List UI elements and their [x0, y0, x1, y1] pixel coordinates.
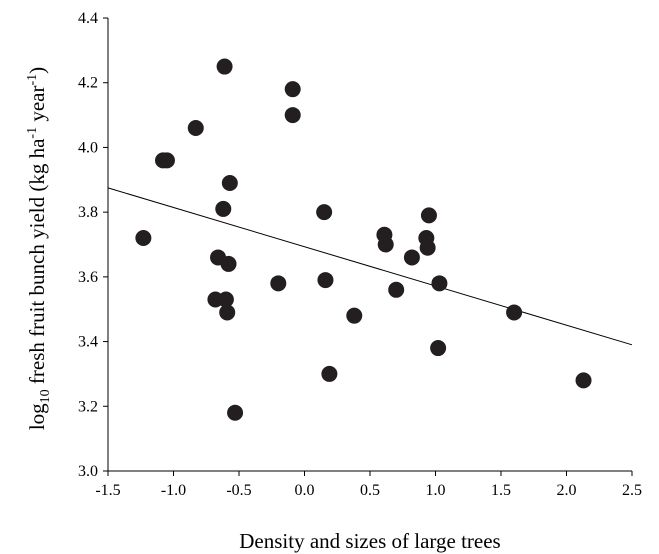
y-tick-label: 3.8	[78, 204, 98, 221]
x-tick-label: -1.0	[161, 482, 186, 499]
data-point	[221, 175, 238, 192]
y-tick-label: 3.4	[78, 334, 98, 351]
data-point	[316, 204, 333, 221]
y-axis-title: log10 fresh fruit bunch yield (kg ha-1 y…	[25, 67, 53, 430]
y-tick-label: 3.2	[78, 398, 98, 415]
y-tick-label: 4.0	[78, 139, 98, 156]
data-point	[403, 249, 420, 266]
x-tick-label: 1.0	[426, 482, 446, 499]
data-point	[420, 207, 437, 224]
x-tick-label: 0.5	[360, 482, 380, 499]
data-point	[321, 365, 338, 382]
data-point	[158, 152, 175, 169]
x-ticks: -1.5 -1.0 -0.5 0.0 0.5 1.0 1.5 2.0 2.5	[95, 471, 642, 499]
data-point	[135, 230, 152, 247]
trendline	[107, 187, 633, 346]
data-point	[270, 275, 287, 292]
data-point	[187, 120, 204, 137]
x-tick-label: 0.0	[295, 482, 315, 499]
data-point	[388, 281, 405, 298]
trendline-group	[107, 187, 633, 346]
data-points	[135, 58, 592, 421]
data-point	[575, 372, 592, 389]
y-ticks: 3.0 3.2 3.4 3.6 3.8 4.0 4.2 4.4	[78, 10, 108, 480]
data-point	[219, 304, 236, 321]
x-tick-label: -0.5	[226, 482, 251, 499]
data-point	[431, 275, 448, 292]
y-tick-label: 4.4	[78, 10, 98, 27]
y-axis-title-main: fresh fruit bunch yield (kg ha	[25, 138, 49, 389]
data-point	[317, 272, 334, 289]
data-point	[419, 239, 436, 256]
x-tick-label: 1.5	[491, 482, 511, 499]
y-axis-title-sup1: -1	[25, 127, 40, 139]
axes	[107, 18, 632, 472]
y-tick-label: 3.6	[78, 269, 98, 286]
data-point	[227, 404, 244, 421]
y-tick-label: 3.0	[78, 463, 98, 480]
data-point	[430, 340, 447, 357]
data-point	[284, 81, 301, 98]
y-axis-title-suffix: )	[25, 67, 49, 74]
data-point	[220, 255, 237, 272]
data-point	[506, 304, 523, 321]
x-tick-label: 2.5	[622, 482, 642, 499]
x-tick-label: 2.0	[557, 482, 577, 499]
y-axis-title-subscript: 10	[38, 389, 53, 403]
data-point	[346, 307, 363, 324]
x-axis-title: Density and sizes of large trees	[239, 529, 500, 553]
data-point	[215, 200, 232, 217]
data-point	[284, 107, 301, 124]
y-axis-title-mid: year	[25, 85, 49, 126]
y-axis-title-sup2: -1	[25, 74, 40, 86]
data-point	[216, 58, 233, 75]
y-tick-label: 4.2	[78, 75, 98, 92]
x-tick-label: -1.5	[95, 482, 120, 499]
data-point	[377, 236, 394, 253]
data-point	[217, 291, 234, 308]
y-axis-title-prefix: log	[25, 403, 49, 430]
